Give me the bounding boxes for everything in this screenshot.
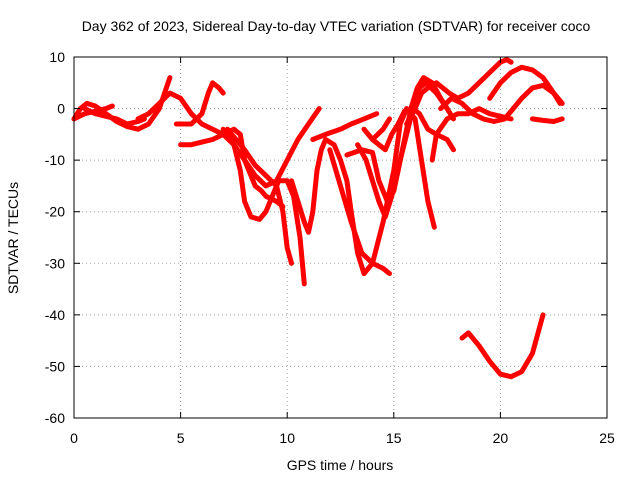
- series-sat-r: [438, 82, 563, 124]
- y-tick-label: -30: [45, 255, 65, 271]
- plot-frame: [73, 56, 608, 419]
- y-axis-label: SDTVAR / TECUs: [5, 182, 21, 294]
- series-sat-c: [71, 103, 115, 122]
- series-sat-s: [487, 64, 565, 106]
- series-sat-g: [220, 126, 307, 287]
- y-tick-label: -20: [45, 204, 65, 220]
- series-sat-j: [310, 111, 380, 142]
- x-tick-label: 0: [70, 430, 78, 446]
- chart-title: Day 362 of 2023, Sidereal Day-to-day VTE…: [82, 18, 591, 34]
- series-sat-q: [429, 106, 514, 163]
- series-sat-o: [361, 116, 392, 142]
- series-sat-h: [225, 126, 294, 266]
- series-sat-e: [173, 80, 226, 127]
- series-group: [71, 57, 565, 380]
- x-tick-label: 25: [599, 430, 615, 446]
- x-axis-ticks: 0 5 10 15 20 25: [70, 57, 615, 446]
- y-tick-label: -10: [45, 152, 65, 168]
- y-tick-label: 10: [49, 49, 65, 65]
- y-tick-label: -40: [45, 307, 65, 323]
- x-axis-label: GPS time / hours: [287, 457, 394, 473]
- x-tick-label: 20: [493, 430, 509, 446]
- y-tick-label: -50: [45, 358, 65, 374]
- series-sat-u: [459, 312, 546, 380]
- series-sat-k: [327, 147, 392, 277]
- x-tick-label: 15: [386, 430, 402, 446]
- series-sat-p: [404, 57, 514, 127]
- x-tick-label: 10: [279, 430, 295, 446]
- y-tick-label: -60: [45, 410, 65, 426]
- series-sat-m: [355, 75, 450, 220]
- series-sat-t: [529, 116, 565, 124]
- x-tick-label: 5: [177, 430, 185, 446]
- series-sat-f: [178, 126, 286, 210]
- y-tick-label: 0: [57, 101, 65, 117]
- y-axis-ticks: 10 0 -10 -20 -30 -40 -50 -60: [45, 49, 607, 426]
